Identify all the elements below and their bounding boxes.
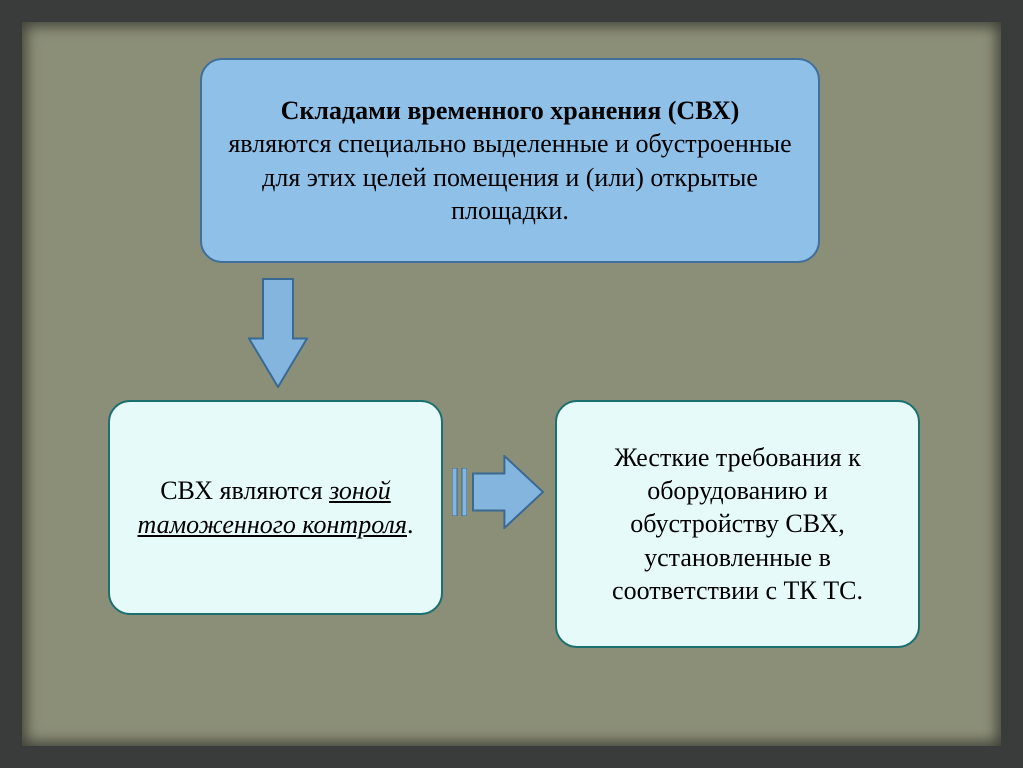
customs-zone-prefix: СВХ являются [160,476,329,505]
definition-body: являются специально выделенные и обустро… [228,129,791,225]
arrow-right-icon [472,455,544,529]
customs-zone-box: СВХ являются зоной таможенного контроля. [108,400,443,615]
definition-box: Складами временного хранения (СВХ) являю… [200,58,820,263]
customs-zone-suffix: . [407,510,414,539]
requirements-text: Жесткие требования к оборудованию и обус… [581,441,894,607]
customs-zone-text: СВХ являются зоной таможенного контроля. [134,474,417,541]
slide-canvas: Складами временного хранения (СВХ) являю… [0,0,1023,768]
definition-text: Складами временного хранения (СВХ) являю… [226,94,794,227]
arrow-down-icon [248,278,308,388]
definition-title: Складами временного хранения (СВХ) [281,96,740,125]
requirements-box: Жесткие требования к оборудованию и обус… [555,400,920,648]
arrow-right-tail-icon [452,468,467,516]
